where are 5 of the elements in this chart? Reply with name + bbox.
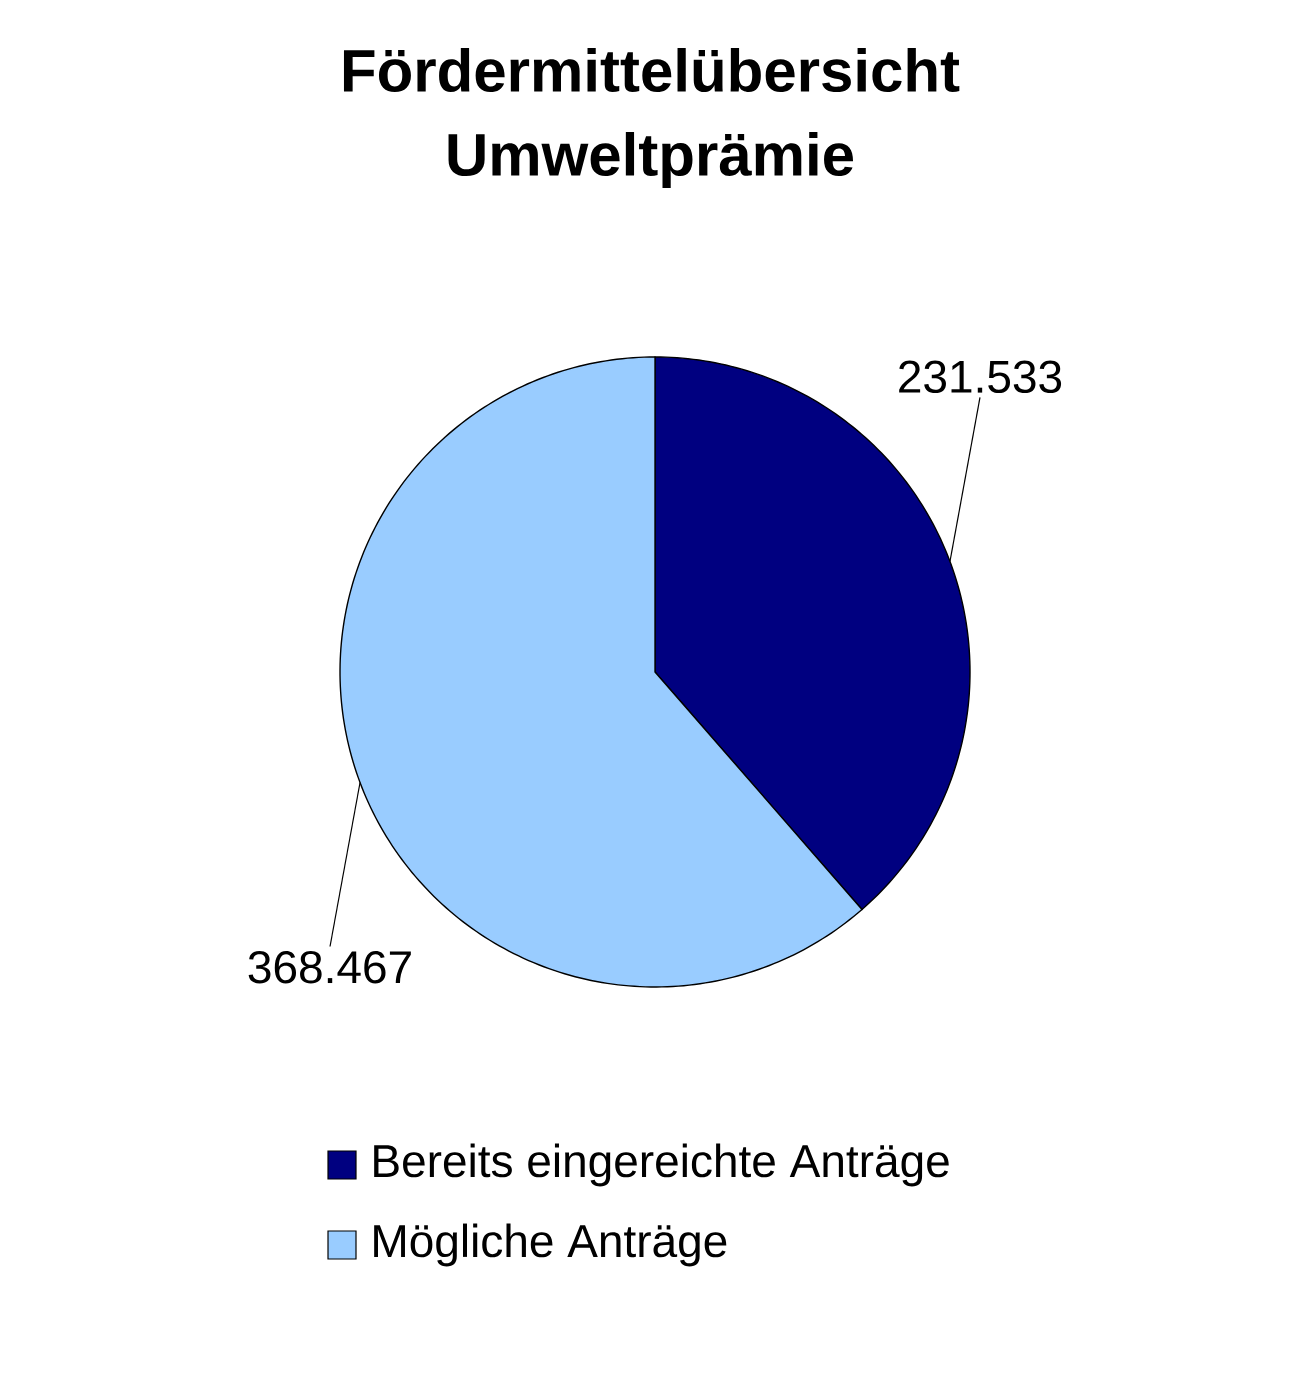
data-label: 368.467 — [248, 950, 411, 984]
legend-label: Mögliche Anträge — [374, 1223, 727, 1267]
chart-title: Fördermittelübersicht Umweltprämie — [343, 48, 960, 188]
legend-label: Bereits eingereichte Anträge — [374, 1143, 949, 1187]
data-label: 231.533 — [899, 360, 1062, 394]
